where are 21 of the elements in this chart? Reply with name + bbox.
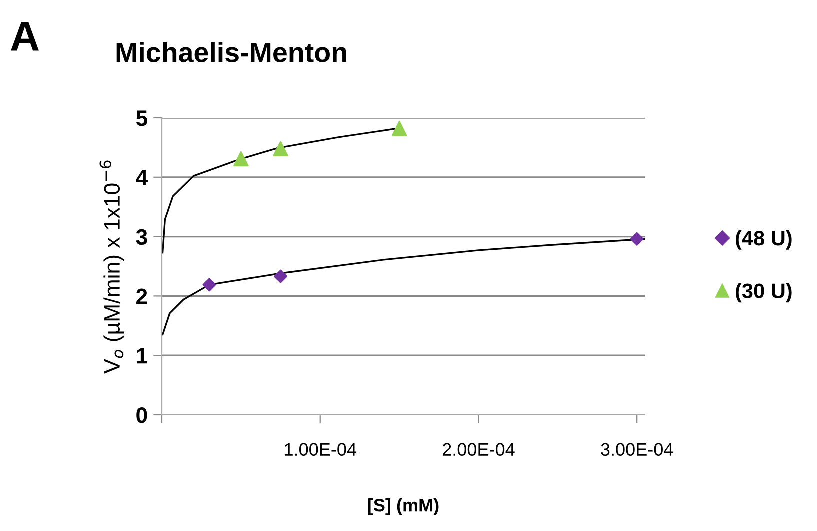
point bbox=[234, 151, 249, 167]
point bbox=[202, 278, 216, 292]
legend-label: (30 U) bbox=[736, 283, 792, 303]
y-tick-label: 1 bbox=[137, 348, 148, 364]
y-axis-title: V$_{o}$ (µM/min) x 1x10$^{−6}$ bbox=[100, 160, 124, 374]
y-tick-label: 5 bbox=[136, 110, 148, 126]
x-tick-label: 3.00E-04 bbox=[601, 443, 674, 456]
y-tick-label: 3 bbox=[136, 229, 148, 246]
point bbox=[274, 270, 288, 284]
x-tick-label: 2.00E-04 bbox=[442, 443, 515, 456]
y-tick-label: 2 bbox=[136, 288, 148, 304]
legend-label: (48 U) bbox=[736, 230, 792, 250]
point bbox=[630, 232, 644, 246]
text: A bbox=[11, 22, 39, 51]
point bbox=[273, 141, 288, 157]
x-tick-label: 1.00E-04 bbox=[285, 443, 356, 456]
y-tick-label: 4 bbox=[136, 170, 148, 186]
y-tick-label: 0 bbox=[136, 408, 148, 424]
chart-title: Michaelis-Menton bbox=[116, 42, 346, 62]
point bbox=[392, 121, 408, 136]
x-axis-title: [S] (mM) bbox=[368, 498, 439, 516]
